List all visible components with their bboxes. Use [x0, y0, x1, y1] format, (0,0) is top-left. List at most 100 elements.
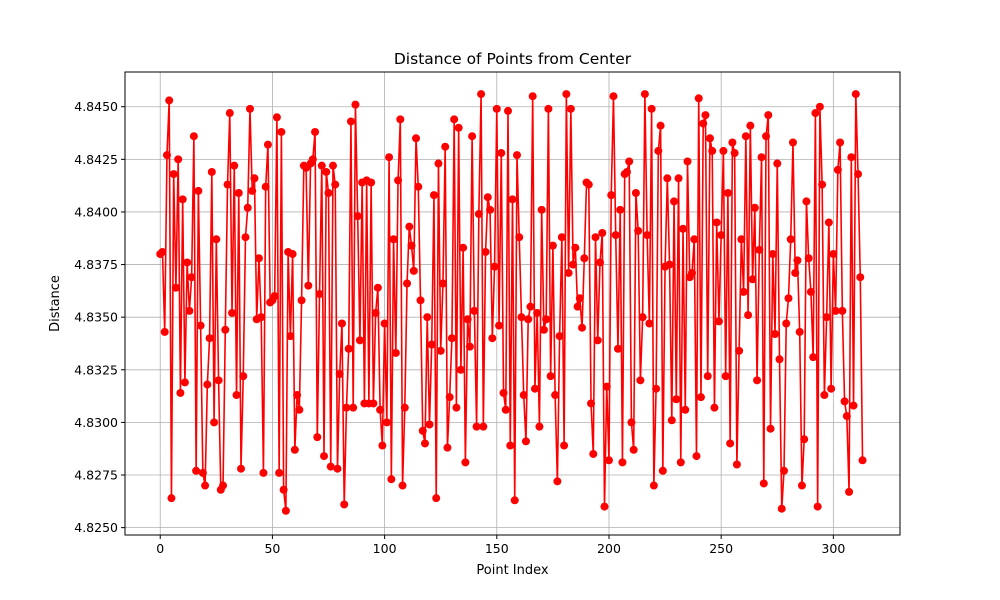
- data-point: [681, 405, 690, 414]
- data-point: [759, 479, 768, 488]
- data-point: [795, 327, 804, 336]
- data-point: [638, 313, 647, 322]
- chart-title: Distance of Points from Center: [394, 50, 632, 68]
- data-point: [797, 481, 806, 490]
- data-point: [625, 157, 634, 166]
- data-point: [378, 441, 387, 450]
- data-point: [290, 445, 299, 454]
- data-point: [257, 313, 266, 322]
- data-point: [530, 384, 539, 393]
- data-point: [600, 502, 609, 511]
- y-axis-ticks: 4.8250 4.8275 4.8300 4.8325 4.8350 4.8375 4.84…: [74, 99, 125, 535]
- data-point: [353, 212, 362, 221]
- data-point: [367, 178, 376, 187]
- data-point: [649, 481, 658, 490]
- data-point: [766, 424, 775, 433]
- data-point: [205, 334, 214, 343]
- data-point: [739, 287, 748, 296]
- data-point: [259, 468, 268, 477]
- data-point: [616, 205, 625, 214]
- data-point: [443, 443, 452, 452]
- data-point: [293, 391, 302, 400]
- data-point: [602, 382, 611, 391]
- data-point: [452, 403, 461, 412]
- data-point: [764, 111, 773, 120]
- data-point: [178, 195, 187, 204]
- data-point: [566, 104, 575, 113]
- data-point: [544, 104, 553, 113]
- data-point: [584, 180, 593, 189]
- data-point: [748, 275, 757, 284]
- x-tick-label: 250: [709, 541, 733, 556]
- data-point: [564, 268, 573, 277]
- data-point: [479, 422, 488, 431]
- data-point: [210, 418, 219, 427]
- data-point: [647, 104, 656, 113]
- data-point: [658, 466, 667, 475]
- data-point: [838, 306, 847, 315]
- data-point: [694, 94, 703, 103]
- data-point: [714, 317, 723, 326]
- data-point: [712, 218, 721, 227]
- data-point: [771, 330, 780, 339]
- data-point: [818, 180, 827, 189]
- data-point: [396, 115, 405, 124]
- data-point: [557, 233, 566, 242]
- data-point: [427, 340, 436, 349]
- data-point: [755, 245, 764, 254]
- data-point: [371, 308, 380, 317]
- data-point: [333, 464, 342, 473]
- data-point: [723, 189, 732, 198]
- data-point: [380, 319, 389, 328]
- data-point: [492, 104, 501, 113]
- data-point: [263, 140, 272, 149]
- data-point: [486, 205, 495, 214]
- data-point: [183, 258, 192, 267]
- data-point: [571, 243, 580, 252]
- data-point: [526, 302, 535, 311]
- data-point: [308, 155, 317, 164]
- data-point: [688, 268, 696, 277]
- data-point: [806, 287, 815, 296]
- data-point: [418, 426, 427, 435]
- data-point: [355, 336, 364, 345]
- data-point: [425, 420, 434, 429]
- data-point: [225, 109, 234, 118]
- data-point: [234, 189, 243, 198]
- data-point: [459, 243, 468, 252]
- data-point: [376, 405, 385, 414]
- data-point: [495, 321, 504, 330]
- data-point: [228, 308, 237, 317]
- data-point: [239, 372, 248, 381]
- y-tick-label: 4.8325: [74, 362, 118, 377]
- data-point: [245, 104, 254, 113]
- data-point: [710, 403, 719, 412]
- data-point: [254, 254, 263, 263]
- data-point: [441, 142, 450, 151]
- data-point: [237, 464, 245, 473]
- data-point: [746, 121, 755, 130]
- data-point: [456, 365, 465, 374]
- data-point: [593, 336, 602, 345]
- y-axis-label: Distance: [48, 275, 63, 332]
- x-tick-label: 100: [373, 541, 397, 556]
- data-point: [420, 439, 429, 448]
- data-point: [337, 319, 346, 328]
- data-point: [535, 422, 544, 431]
- data-point: [468, 132, 477, 141]
- data-point: [827, 384, 836, 393]
- data-point: [591, 233, 600, 242]
- data-point: [524, 315, 533, 324]
- y-tick-label: 4.8300: [74, 415, 118, 430]
- data-point: [414, 182, 423, 191]
- data-point: [690, 235, 699, 244]
- data-point: [171, 283, 180, 292]
- data-point: [551, 391, 560, 400]
- data-point: [703, 372, 712, 381]
- data-point: [553, 477, 562, 486]
- data-point: [329, 161, 337, 170]
- data-point: [250, 174, 259, 183]
- data-point: [757, 153, 766, 162]
- data-point: [185, 306, 194, 315]
